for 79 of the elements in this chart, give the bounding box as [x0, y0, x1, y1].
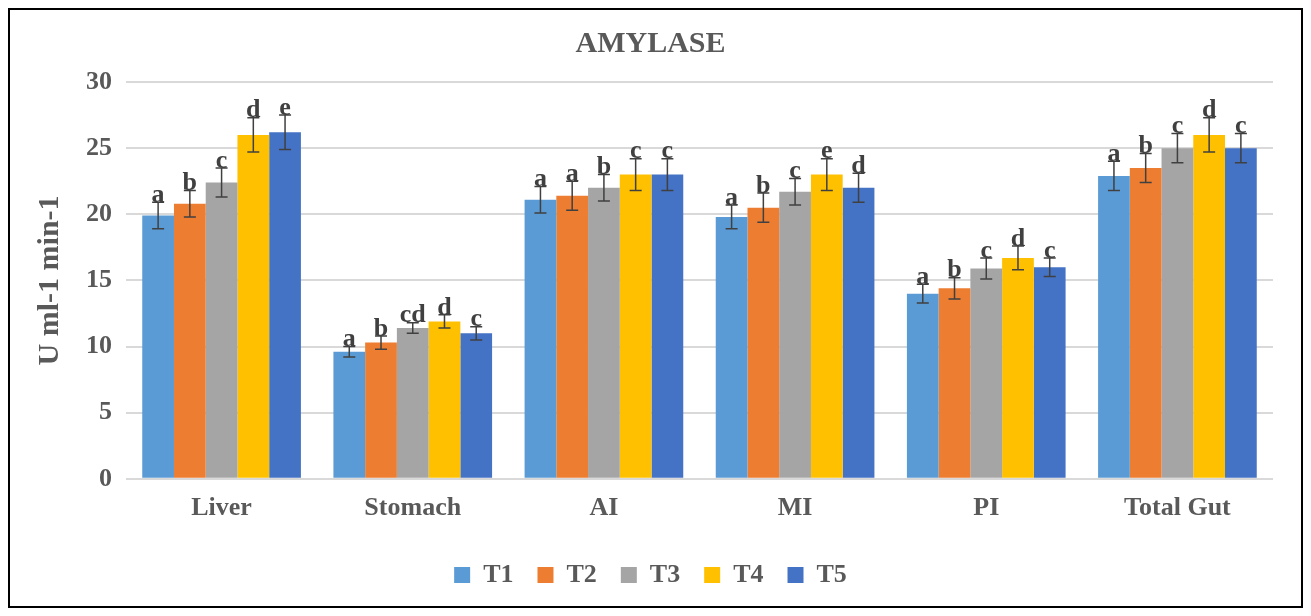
data-label: c — [470, 303, 482, 333]
data-label: e — [821, 135, 833, 165]
data-label: a — [533, 163, 547, 193]
bar — [651, 174, 684, 478]
data-label: a — [725, 181, 739, 211]
bar — [333, 351, 366, 478]
bar — [1129, 167, 1162, 478]
bar — [173, 203, 206, 478]
x-tick-label: Stomach — [364, 492, 462, 522]
y-tick-label: 0 — [99, 462, 112, 492]
y-tick-label: 20 — [86, 197, 112, 227]
y-tick-label: 10 — [86, 330, 112, 360]
bar — [269, 132, 301, 478]
bar — [779, 191, 811, 478]
data-label: b — [373, 312, 389, 342]
bar — [1193, 134, 1226, 478]
bar — [1225, 148, 1257, 478]
y-axis-title: U ml-1 min-1 — [30, 195, 64, 366]
bar — [938, 288, 971, 478]
data-label: d — [851, 149, 867, 179]
y-tick-label: 15 — [86, 264, 112, 294]
data-label: b — [756, 169, 771, 199]
x-tick-label: AI — [589, 492, 619, 522]
x-tick-label: Liver — [191, 492, 252, 522]
y-tick-label: 25 — [86, 131, 112, 161]
bar — [1161, 148, 1194, 478]
data-label: c — [215, 144, 228, 174]
data-label: c — [1235, 110, 1247, 140]
x-tick-label: MI — [777, 492, 813, 522]
bar — [237, 134, 270, 478]
bar — [1098, 175, 1130, 478]
data-label: a — [565, 157, 579, 187]
legend-label: T2 — [566, 558, 597, 588]
x-tick-label: Total Gut — [1124, 492, 1232, 522]
bar — [1033, 267, 1066, 478]
x-tick-label: PI — [973, 492, 1000, 522]
bar — [810, 174, 843, 478]
data-label: c — [1171, 110, 1184, 140]
bar — [524, 199, 557, 478]
data-label: e — [279, 91, 291, 121]
bar — [396, 328, 429, 478]
data-label: c — [980, 234, 993, 264]
data-label: b — [1138, 130, 1153, 160]
data-label: b — [947, 254, 962, 284]
bar — [460, 333, 493, 478]
bar — [588, 187, 620, 478]
bar — [715, 216, 748, 478]
data-label: cd — [399, 299, 427, 329]
bar — [556, 195, 589, 478]
data-label: c — [789, 155, 801, 185]
bar — [747, 207, 780, 478]
data-label: d — [1010, 222, 1026, 252]
legend-label: T5 — [816, 558, 847, 588]
legend-label: T1 — [483, 558, 514, 588]
bar — [906, 293, 939, 478]
data-label: a — [151, 179, 165, 209]
data-label: c — [629, 135, 642, 165]
data-label: b — [182, 167, 198, 197]
bar — [970, 268, 1003, 478]
bar — [365, 342, 397, 478]
y-tick-label: 5 — [99, 396, 112, 426]
bar — [619, 174, 652, 478]
chart-title: AMYLASE — [575, 24, 726, 58]
data-label: c — [1043, 234, 1056, 264]
bar — [142, 215, 174, 478]
y-tick-label: 30 — [86, 65, 112, 95]
data-label: a — [1107, 138, 1121, 168]
data-label: c — [661, 135, 674, 165]
data-label: a — [916, 261, 930, 291]
data-label: d — [1201, 94, 1217, 124]
bar — [428, 321, 461, 478]
data-label: b — [596, 151, 612, 181]
bar — [1002, 257, 1034, 478]
legend-label: T3 — [649, 558, 681, 588]
legend-label: T4 — [733, 558, 764, 588]
bar — [205, 182, 238, 478]
bar — [842, 187, 875, 478]
data-label: d — [246, 94, 262, 124]
data-label: a — [342, 323, 356, 353]
